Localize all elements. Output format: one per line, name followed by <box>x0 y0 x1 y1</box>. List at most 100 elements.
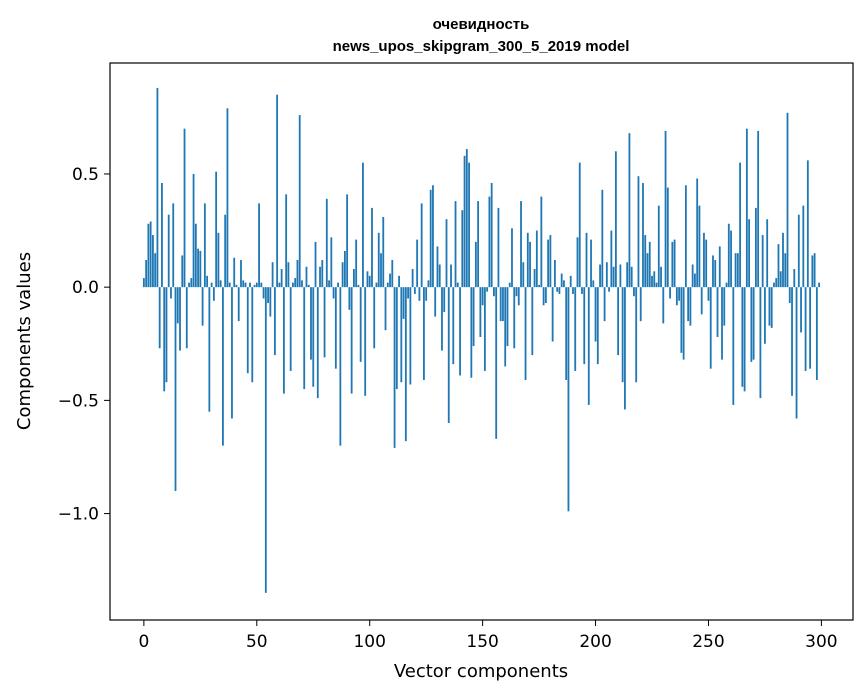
bar-component-102 <box>373 287 376 349</box>
bar-component-65 <box>289 287 292 371</box>
bar-component-38 <box>228 282 231 288</box>
bar-component-255 <box>718 246 721 288</box>
bar-component-123 <box>420 203 423 288</box>
bar-component-104 <box>377 232 380 288</box>
bar-component-53 <box>262 287 265 299</box>
bar-component-31 <box>212 287 215 301</box>
bar-component-69 <box>298 115 301 288</box>
bar-component-186 <box>563 280 565 288</box>
bar-component-37 <box>226 108 229 288</box>
bar-component-68 <box>296 259 299 288</box>
bar-component-243 <box>691 264 694 288</box>
bar-component-278 <box>770 287 773 328</box>
bar-component-140 <box>459 287 461 376</box>
bar-component-293 <box>804 287 807 371</box>
bar-component-166 <box>517 287 520 306</box>
bar-component-281 <box>777 244 780 288</box>
bar-component-227 <box>655 282 658 288</box>
bar-component-299 <box>818 282 821 288</box>
y-tick-label: 0.0 <box>72 278 99 298</box>
bar-component-265 <box>741 287 744 387</box>
bar-component-33 <box>217 232 220 288</box>
x-tick-label: 200 <box>579 632 611 652</box>
bar-component-179 <box>547 239 550 288</box>
y-axis-label: Components values <box>14 252 35 430</box>
bar-component-79 <box>321 259 324 288</box>
bar-component-208 <box>612 266 615 288</box>
bar-component-75 <box>312 287 315 387</box>
bar-component-178 <box>544 287 547 304</box>
bar-component-132 <box>441 287 443 351</box>
bar-component-195 <box>583 287 586 365</box>
bar-component-144 <box>468 162 470 288</box>
bar-component-6 <box>156 87 159 288</box>
bar-component-138 <box>454 201 457 288</box>
bar-component-12 <box>170 287 172 299</box>
bar-component-71 <box>303 287 306 390</box>
bar-component-286 <box>788 287 791 304</box>
bar-component-174 <box>535 230 538 288</box>
bar-component-114 <box>400 287 403 383</box>
bar-component-147 <box>474 241 477 288</box>
x-tick-label: 250 <box>692 632 724 652</box>
bar-component-192 <box>576 237 579 288</box>
bar-component-139 <box>456 282 459 288</box>
bar-component-220 <box>639 287 642 322</box>
bar-component-2 <box>147 223 150 288</box>
bar-component-213 <box>624 287 626 410</box>
bar-component-14 <box>174 287 177 491</box>
bar-component-149 <box>479 287 482 337</box>
bar-component-84 <box>332 287 335 299</box>
bar-component-275 <box>764 287 766 344</box>
bar-component-61 <box>280 269 283 288</box>
bar-component-24 <box>197 248 199 288</box>
bar-component-89 <box>343 250 346 288</box>
bar-component-173 <box>533 269 536 288</box>
bar-component-245 <box>696 178 699 288</box>
bar-component-66 <box>292 282 294 288</box>
bar-component-48 <box>251 287 254 383</box>
bar-component-18 <box>183 128 186 288</box>
bar-component-191 <box>574 287 577 371</box>
bar-component-22 <box>192 173 195 288</box>
bar-component-287 <box>791 287 793 396</box>
bar-component-58 <box>273 287 276 356</box>
bar-component-252 <box>712 255 714 288</box>
bar-component-10 <box>165 287 168 383</box>
bar-component-222 <box>644 235 647 288</box>
bar-component-226 <box>653 271 656 288</box>
bar-component-207 <box>610 230 613 288</box>
bar-component-45 <box>244 282 247 288</box>
bar-component-127 <box>429 189 432 288</box>
bar-component-296 <box>811 255 814 288</box>
bar-component-237 <box>678 287 681 301</box>
bar-component-211 <box>619 264 622 288</box>
bar-component-246 <box>698 205 701 288</box>
bar-component-122 <box>418 287 421 301</box>
bar-component-217 <box>633 287 635 297</box>
bar-component-148 <box>477 201 480 288</box>
bar-component-126 <box>427 280 430 288</box>
bar-component-271 <box>754 207 757 288</box>
bar-component-177 <box>542 287 545 306</box>
bar-component-131 <box>438 264 441 288</box>
bar-component-289 <box>795 287 798 419</box>
bar-component-130 <box>436 246 439 288</box>
bar-component-34 <box>219 280 222 288</box>
bar-component-43 <box>240 259 242 288</box>
bar-component-197 <box>587 287 590 405</box>
bar-component-283 <box>782 232 784 288</box>
bar-component-232 <box>666 187 669 288</box>
bar-component-152 <box>486 287 489 292</box>
bar-component-116 <box>404 287 407 442</box>
bar-component-98 <box>364 287 367 396</box>
bar-component-30 <box>210 282 213 288</box>
bar-component-129 <box>434 287 437 317</box>
bar-component-46 <box>246 287 249 374</box>
bar-component-23 <box>194 223 197 288</box>
bar-component-92 <box>350 287 353 394</box>
bar-component-56 <box>269 287 272 317</box>
bar-component-202 <box>599 264 601 288</box>
bar-component-49 <box>253 284 256 288</box>
bar-component-93 <box>353 269 355 288</box>
